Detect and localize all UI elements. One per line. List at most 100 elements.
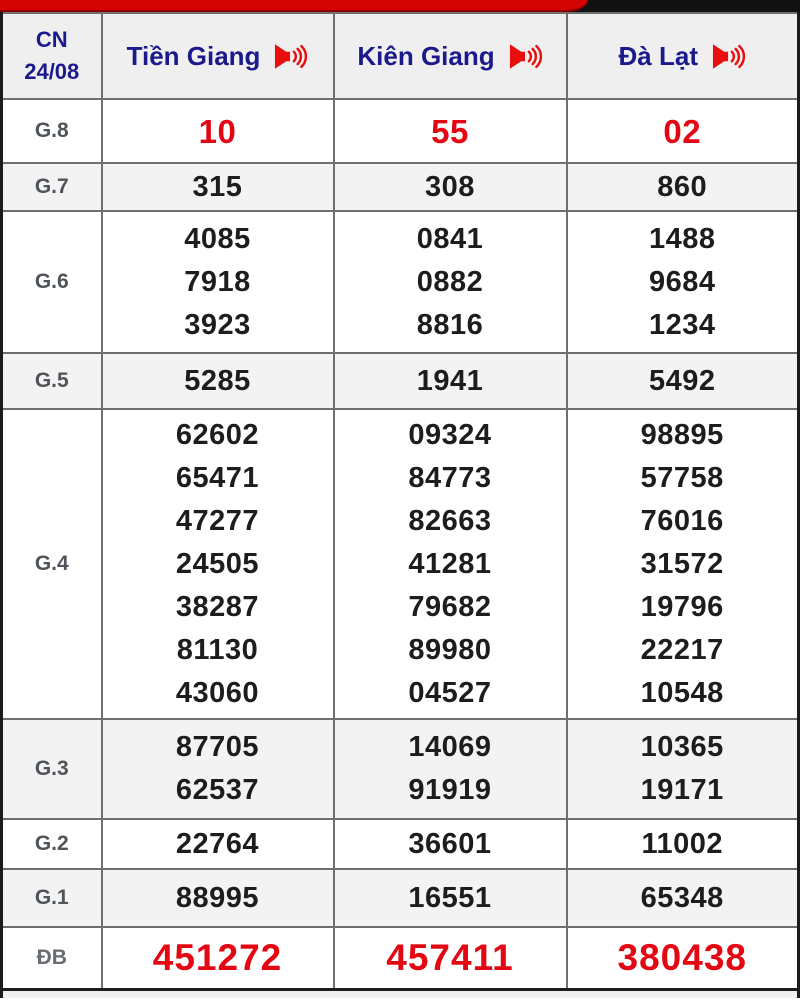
prize-cell: 315 [100,162,335,212]
prize-cell: 14069 91919 [332,718,568,820]
prize-number: 19796 [640,590,724,623]
prize-number: 7918 [184,265,251,298]
prize-number: 11002 [641,827,724,860]
prize-number: 3923 [184,308,251,341]
prize-number: 09324 [408,418,492,451]
prize-number: 98895 [640,418,724,451]
prize-label: G.3 [0,718,103,820]
prize-number: 14069 [408,731,492,763]
prize-number: 55 [431,112,469,150]
province-header-kien-giang: Kiên Giang [332,12,568,100]
prize-number: 84773 [408,461,492,494]
next-row-peek [0,990,800,998]
prize-number: 22217 [640,633,724,666]
prize-cell: 457411 [332,926,568,990]
prize-number: 76016 [640,504,724,537]
prize-number: 02 [663,112,702,150]
prize-label: G.1 [0,868,103,928]
province-header-da-lat: Đà Lạt [565,12,800,100]
prize-cell: 860 [565,162,800,212]
speaker-icon[interactable] [712,42,746,71]
prize-cell: 5285 [100,352,335,410]
prize-number: 57758 [640,461,724,494]
draw-day-label: CN [35,27,68,53]
prize-number: 82663 [408,504,492,537]
prize-number: 4085 [184,222,251,255]
prize-number: 89980 [408,633,492,666]
prize-number: 0841 [416,222,484,255]
prize-label: G.4 [0,408,103,720]
prize-cell: 98895 57758 76016 31572 19796 22217 10548 [565,408,800,720]
prize-number: 0882 [416,265,484,298]
prize-number: 81130 [176,633,259,666]
prize-cell: 65348 [565,868,800,928]
prize-number: 91919 [408,774,492,806]
prize-number: 38287 [175,590,260,623]
prize-number: 860 [657,170,708,203]
lottery-results-table: CN 24/08 Tiền Giang [0,12,800,991]
draw-date-value: 24/08 [24,59,80,84]
prize-number: 451272 [152,937,283,979]
speaker-icon[interactable] [509,42,543,71]
prize-cell: 09324 84773 82663 41281 79682 89980 04527 [332,408,568,720]
top-accent-bar [0,0,800,12]
prize-cell: 22764 [100,818,335,870]
prize-number: 47277 [175,504,260,537]
prize-number: 87705 [175,731,260,763]
prize-number: 5285 [184,364,251,397]
prize-number: 65348 [640,881,724,914]
speaker-icon[interactable] [274,42,308,71]
prize-number: 1488 [648,222,716,255]
draw-date-header: CN 24/08 [0,12,103,100]
prize-number: 79682 [408,590,492,623]
prize-number: 457411 [386,937,514,979]
prize-number: 19171 [640,774,724,806]
prize-number: 41281 [408,547,492,580]
prize-row-g2: G.2 22764 36601 11002 [0,818,800,870]
prize-row-g6: G.6 4085 7918 3923 0841 0882 8816 1488 9684 1234 [0,210,800,354]
prize-number: 36601 [408,827,492,860]
prize-number: 24505 [175,547,260,580]
prize-cell: 87705 62537 [100,718,335,820]
prize-row-g5: G.5 5285 1941 5492 [0,352,800,410]
prize-cell: 308 [332,162,568,212]
prize-cell: 5492 [565,352,800,410]
prize-number: 8816 [416,308,484,341]
prize-number: 04527 [408,676,492,709]
prize-label: G.2 [0,818,103,870]
prize-row-g3: G.3 87705 62537 14069 91919 10365 19171 [0,718,800,820]
prize-row-g4: G.4 62602 65471 47277 24505 38287 81130 43060 09… [0,408,800,720]
province-name: Đà Lạt [618,40,698,71]
prize-row-g7: G.7 315 308 860 [0,162,800,212]
prize-number: 62602 [175,418,260,451]
prize-number: 88995 [175,881,260,914]
prize-cell: 88995 [100,868,335,928]
prize-row-g8: G.8 10 55 02 [0,98,800,164]
prize-cell: 1941 [332,352,568,410]
province-name: Kiên Giang [357,40,495,71]
prize-number: 65471 [175,461,260,494]
prize-cell: 55 [332,98,568,164]
prize-number: 62537 [175,774,260,806]
prize-cell: 1488 9684 1234 [565,210,800,354]
prize-cell: 02 [565,98,800,164]
prize-label: G.5 [0,352,103,410]
prize-label: G.7 [0,162,103,212]
prize-number: 22764 [175,827,260,860]
prize-cell: 4085 7918 3923 [100,210,335,354]
prize-cell: 0841 0882 8816 [332,210,568,354]
prize-number: 315 [192,170,243,203]
top-accent-bar-red [0,0,588,12]
prize-number: 31572 [640,547,724,580]
prize-cell: 380438 [565,926,800,990]
prize-cell: 62602 65471 47277 24505 38287 81130 43060 [100,408,335,720]
prize-number: 1941 [416,364,484,397]
prize-cell: 10 [100,98,335,164]
prize-number: 10365 [640,731,724,763]
prize-number: 5492 [648,364,716,397]
prize-cell: 10365 19171 [565,718,800,820]
prize-number: 380438 [617,937,747,979]
prize-number: 10548 [640,676,724,709]
prize-number: 9684 [648,265,716,298]
prize-label: G.6 [0,210,103,354]
